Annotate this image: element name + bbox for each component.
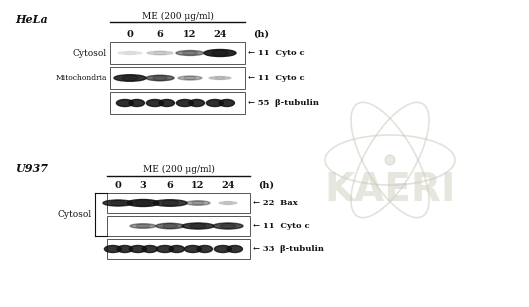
Ellipse shape <box>176 99 194 107</box>
Ellipse shape <box>153 76 167 80</box>
Ellipse shape <box>212 50 228 56</box>
Ellipse shape <box>159 99 175 107</box>
Ellipse shape <box>214 77 225 79</box>
Ellipse shape <box>111 200 125 206</box>
Ellipse shape <box>223 202 233 204</box>
Text: (h): (h) <box>258 181 274 190</box>
Text: ← 11  Cyto c: ← 11 Cyto c <box>248 74 305 82</box>
Ellipse shape <box>192 201 204 205</box>
Ellipse shape <box>122 75 138 81</box>
Ellipse shape <box>157 246 174 252</box>
Ellipse shape <box>204 49 236 56</box>
Ellipse shape <box>185 246 202 252</box>
Ellipse shape <box>127 200 159 207</box>
Ellipse shape <box>182 223 214 229</box>
Ellipse shape <box>142 246 158 252</box>
Text: ← 11  Cyto c: ← 11 Cyto c <box>248 49 305 57</box>
Ellipse shape <box>184 76 196 80</box>
Ellipse shape <box>146 75 174 81</box>
Text: 24: 24 <box>213 30 227 39</box>
Ellipse shape <box>118 52 142 55</box>
Ellipse shape <box>227 246 242 252</box>
Bar <box>107 216 250 236</box>
Bar <box>110 67 245 89</box>
Text: 6: 6 <box>167 181 174 190</box>
Ellipse shape <box>153 200 187 206</box>
Ellipse shape <box>221 223 235 229</box>
Text: ← 11  Cyto c: ← 11 Cyto c <box>253 222 309 230</box>
Ellipse shape <box>147 51 173 55</box>
Ellipse shape <box>197 246 213 252</box>
Ellipse shape <box>135 200 151 206</box>
Ellipse shape <box>117 246 132 252</box>
Text: ME (200 μg/ml): ME (200 μg/ml) <box>142 165 214 174</box>
Ellipse shape <box>190 223 206 229</box>
Ellipse shape <box>147 99 163 107</box>
Ellipse shape <box>169 246 185 252</box>
Ellipse shape <box>206 99 223 107</box>
Ellipse shape <box>176 50 204 56</box>
Ellipse shape <box>183 51 197 55</box>
Ellipse shape <box>209 76 231 80</box>
Ellipse shape <box>214 246 231 252</box>
Bar <box>107 193 250 213</box>
Ellipse shape <box>189 99 204 107</box>
Ellipse shape <box>116 99 133 107</box>
Ellipse shape <box>213 223 243 229</box>
Text: HeLa: HeLa <box>15 14 48 25</box>
Bar <box>107 239 250 259</box>
Text: 0: 0 <box>115 181 122 190</box>
Bar <box>110 42 245 64</box>
Ellipse shape <box>103 200 133 206</box>
Text: KAERI: KAERI <box>324 171 455 209</box>
Text: 12: 12 <box>191 181 205 190</box>
Text: ← 22  Bax: ← 22 Bax <box>253 199 298 207</box>
Text: 12: 12 <box>184 30 197 39</box>
Text: ME (200 μg/ml): ME (200 μg/ml) <box>142 12 213 21</box>
Text: 3: 3 <box>140 181 147 190</box>
Text: 6: 6 <box>157 30 163 39</box>
Ellipse shape <box>130 246 147 252</box>
Ellipse shape <box>129 99 144 107</box>
Text: ← 33  β-tubulin: ← 33 β-tubulin <box>253 245 324 253</box>
Text: Mitochondria: Mitochondria <box>56 74 107 82</box>
Ellipse shape <box>178 76 202 80</box>
Ellipse shape <box>219 201 237 204</box>
Text: 24: 24 <box>221 181 235 190</box>
Ellipse shape <box>186 201 210 205</box>
Bar <box>110 92 245 114</box>
Ellipse shape <box>156 223 184 229</box>
Ellipse shape <box>136 224 150 228</box>
Text: U937: U937 <box>15 163 48 174</box>
Ellipse shape <box>161 200 178 206</box>
Text: ← 55  β-tubulin: ← 55 β-tubulin <box>248 99 319 107</box>
Text: Cytosol: Cytosol <box>58 210 92 219</box>
Ellipse shape <box>163 223 177 228</box>
Ellipse shape <box>104 246 121 252</box>
Text: Cytosol: Cytosol <box>73 49 107 57</box>
Ellipse shape <box>114 75 146 81</box>
Text: 0: 0 <box>126 30 133 39</box>
Ellipse shape <box>219 99 234 107</box>
Text: (h): (h) <box>253 30 269 39</box>
Ellipse shape <box>153 52 167 55</box>
Circle shape <box>385 155 395 165</box>
Ellipse shape <box>130 224 156 228</box>
